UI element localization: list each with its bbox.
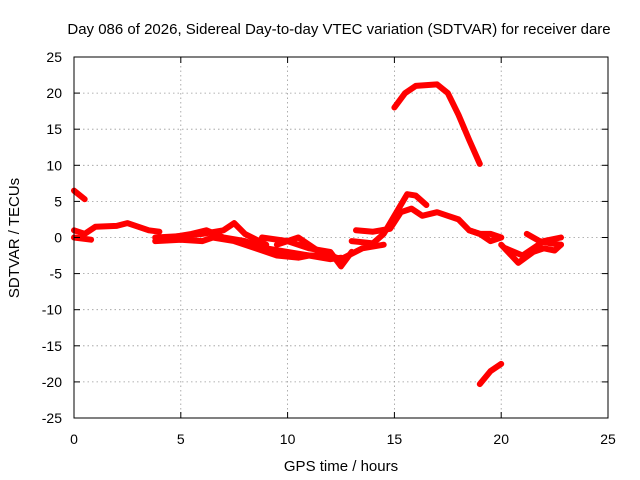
x-tick-label: 15: [387, 431, 403, 447]
x-tick-label: 20: [493, 431, 509, 447]
series-trace-8: [273, 234, 387, 263]
y-tick-label: -15: [42, 338, 62, 354]
series-trace-11: [466, 227, 505, 241]
series-trace-13: [476, 360, 505, 388]
y-tick-label: -10: [42, 302, 62, 318]
y-axis-label: SDTVAR / TECUs: [6, 178, 23, 298]
axis-ticks: [73, 56, 609, 419]
series-group: [71, 81, 564, 388]
y-tick-label: 5: [54, 193, 62, 209]
y-tick-label: -5: [50, 266, 63, 282]
series-trace-10: [348, 191, 430, 247]
series-trace-12: [391, 81, 483, 167]
y-tick-label: 15: [46, 121, 62, 137]
series-trace-15: [502, 234, 564, 259]
y-tick-label: -20: [42, 374, 62, 390]
x-tick-label: 10: [280, 431, 296, 447]
series-trace-1: [71, 187, 88, 203]
y-tick-labels: -25 -20 -15 -10 -5 0 5 10 15 20 25: [42, 49, 62, 426]
y-tick-label: 10: [46, 157, 62, 173]
x-tick-label: 0: [70, 431, 78, 447]
y-tick-label: -25: [42, 410, 62, 426]
x-tick-label: 5: [177, 431, 185, 447]
x-axis-label: GPS time / hours: [284, 458, 398, 475]
series-trace-16: [523, 230, 564, 248]
chart-title: Day 086 of 2026, Sidereal Day-to-day VTE…: [67, 21, 610, 38]
series-trace-14: [498, 241, 564, 266]
y-tick-label: 20: [46, 85, 62, 101]
y-tick-label: 0: [54, 230, 62, 246]
series-trace-6: [167, 227, 334, 259]
y-tick-label: 25: [46, 49, 62, 65]
series-trace-2: [71, 220, 163, 237]
x-tick-label: 25: [600, 431, 616, 447]
x-tick-labels: 0 5 10 15 20 25: [70, 431, 616, 447]
